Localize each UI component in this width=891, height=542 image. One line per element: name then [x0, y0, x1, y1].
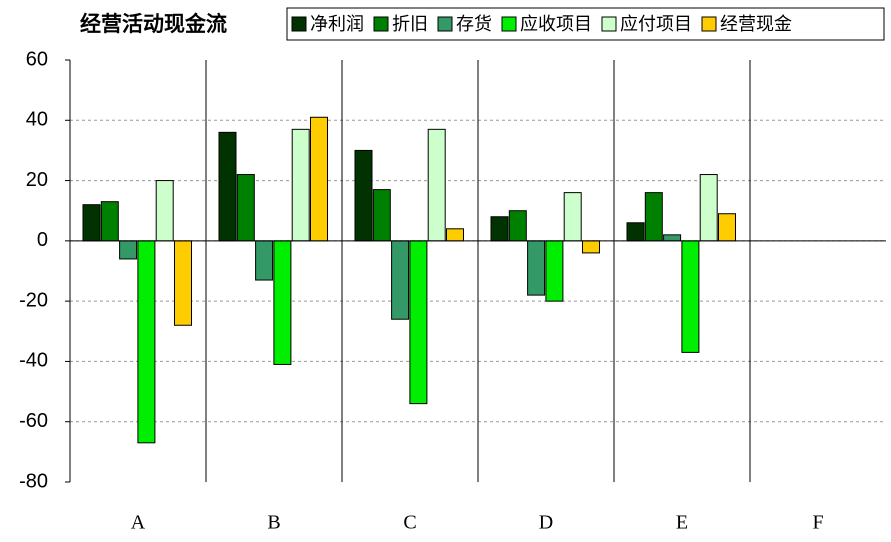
- bar: [699, 174, 718, 242]
- bar: [372, 189, 391, 242]
- bar: [100, 201, 119, 242]
- legend-swatch: [501, 16, 517, 32]
- bar: [137, 240, 156, 444]
- y-tick-label: -60: [19, 410, 48, 432]
- x-tick-label: A: [131, 512, 146, 534]
- bar: [155, 180, 174, 242]
- bars: [82, 116, 736, 444]
- bar: [582, 240, 600, 254]
- bar: [508, 210, 527, 242]
- bar: [119, 240, 138, 260]
- y-tick-label: 20: [26, 169, 48, 191]
- legend-swatch: [601, 16, 617, 32]
- legend-label: 应付项目: [620, 14, 692, 35]
- y-tick-label: -20: [19, 289, 48, 311]
- bar: [446, 228, 464, 242]
- bar: [545, 240, 564, 302]
- x-tick-label: E: [676, 512, 688, 534]
- chart-title: 经营活动现金流: [80, 12, 227, 36]
- legend-swatch: [373, 16, 389, 32]
- legend-swatch: [437, 16, 453, 32]
- bar: [174, 240, 192, 326]
- bar: [255, 240, 274, 281]
- bar: [644, 192, 663, 242]
- bar: [626, 222, 645, 242]
- bar: [354, 149, 373, 242]
- x-tick-label: C: [403, 512, 416, 534]
- bar: [391, 240, 410, 320]
- legend-label: 折旧: [392, 14, 428, 35]
- bar: [718, 213, 736, 242]
- bar: [236, 174, 255, 242]
- bar: [527, 240, 546, 296]
- x-tick-label: D: [539, 512, 553, 534]
- legend-label: 净利润: [310, 14, 364, 35]
- bar: [82, 204, 101, 242]
- y-tick-label: 0: [37, 229, 48, 251]
- bar: [291, 128, 310, 242]
- y-tick-label: 40: [26, 109, 48, 131]
- bar: [490, 216, 509, 242]
- bar: [663, 234, 682, 242]
- axes: 60 40 20 0 -20 -40 -60 -80 A B C D E F: [19, 48, 886, 534]
- bar: [273, 240, 292, 365]
- legend-swatch: [291, 16, 307, 32]
- y-tick-label: -40: [19, 350, 48, 372]
- x-tick-label: F: [812, 512, 823, 534]
- bar: [563, 192, 582, 242]
- bar: [310, 116, 328, 242]
- bar: [409, 240, 428, 405]
- y-tick-label: -80: [19, 470, 48, 492]
- bar: [218, 131, 237, 242]
- legend-label: 应收项目: [520, 14, 592, 35]
- bar: [681, 240, 700, 353]
- bar: [427, 128, 446, 242]
- x-tick-label: B: [267, 512, 280, 534]
- y-tick-label: 60: [26, 48, 48, 70]
- legend-label: 经营现金: [720, 14, 792, 35]
- legend-swatch: [701, 16, 717, 32]
- legend-label: 存货: [456, 14, 492, 35]
